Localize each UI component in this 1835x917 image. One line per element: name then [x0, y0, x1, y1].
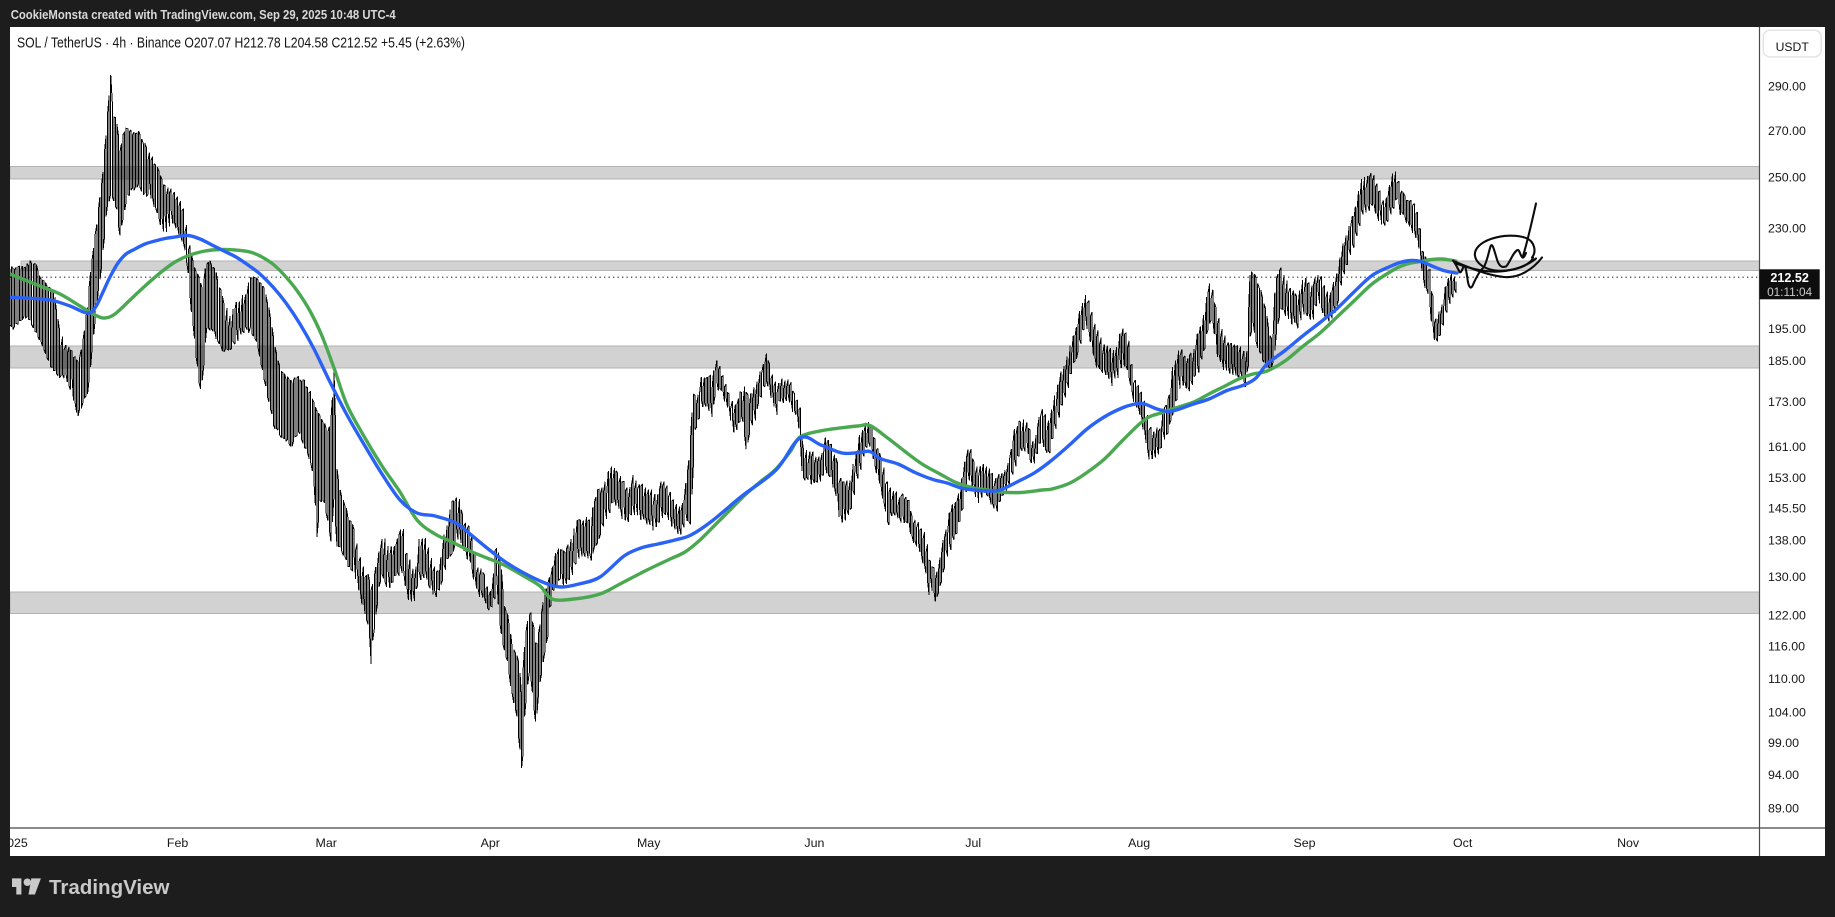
svg-text:173.00: 173.00 — [1768, 395, 1806, 409]
svg-text:250.00: 250.00 — [1768, 170, 1806, 184]
svg-text:TradingView: TradingView — [49, 877, 170, 899]
svg-text:290.00: 290.00 — [1768, 80, 1806, 94]
svg-text:230.00: 230.00 — [1768, 221, 1806, 235]
svg-text:122.00: 122.00 — [1768, 609, 1806, 623]
svg-text:Jul: Jul — [965, 836, 981, 850]
svg-text:161.00: 161.00 — [1768, 440, 1806, 454]
svg-text:SOL / TetherUS · 4h · Binance: SOL / TetherUS · 4h · Binance O207.07 H2… — [17, 35, 465, 52]
svg-text:153.00: 153.00 — [1768, 471, 1806, 485]
svg-text:01:11:04: 01:11:04 — [1767, 285, 1812, 299]
svg-text:USDT: USDT — [1776, 40, 1810, 54]
svg-text:Jun: Jun — [804, 836, 824, 850]
svg-text:Aug: Aug — [1128, 836, 1150, 850]
svg-text:99.00: 99.00 — [1768, 736, 1799, 750]
svg-text:212.52: 212.52 — [1770, 271, 1809, 285]
svg-text:145.50: 145.50 — [1768, 501, 1806, 515]
svg-text:185.00: 185.00 — [1768, 354, 1806, 368]
svg-text:Oct: Oct — [1453, 836, 1473, 850]
svg-text:138.00: 138.00 — [1768, 534, 1806, 548]
svg-text:Apr: Apr — [481, 836, 500, 850]
svg-text:110.00: 110.00 — [1768, 672, 1805, 686]
svg-text:Nov: Nov — [1617, 836, 1640, 850]
svg-text:116.00: 116.00 — [1768, 639, 1805, 653]
svg-text:270.00: 270.00 — [1768, 124, 1806, 138]
svg-text:94.00: 94.00 — [1768, 768, 1799, 782]
svg-text:130.00: 130.00 — [1768, 570, 1806, 584]
svg-text:195.00: 195.00 — [1768, 322, 1806, 336]
svg-text:May: May — [637, 836, 661, 850]
svg-text:CookieMonsta created with Trad: CookieMonsta created with TradingView.co… — [11, 7, 397, 22]
svg-text:Feb: Feb — [167, 836, 188, 850]
svg-text:89.00: 89.00 — [1768, 801, 1799, 815]
svg-text:104.00: 104.00 — [1768, 706, 1806, 720]
svg-text:Sep: Sep — [1293, 836, 1315, 850]
svg-text:Mar: Mar — [316, 836, 337, 850]
